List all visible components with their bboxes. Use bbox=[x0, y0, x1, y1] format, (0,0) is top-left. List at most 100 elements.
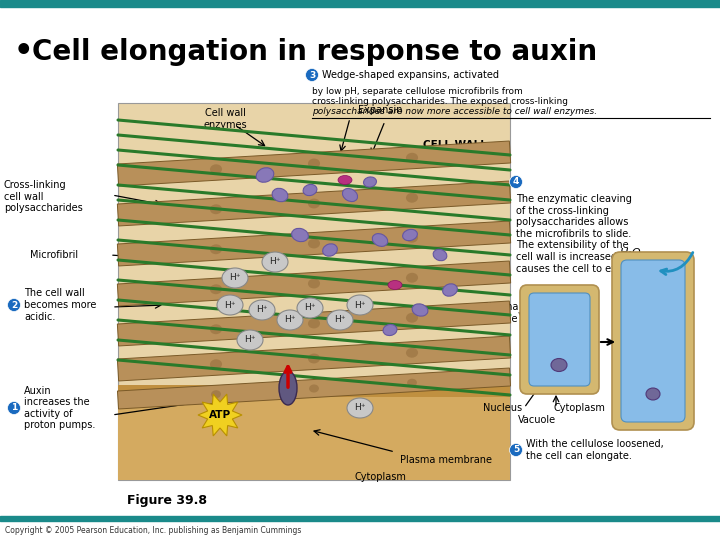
Ellipse shape bbox=[303, 184, 317, 195]
Text: H⁺: H⁺ bbox=[256, 306, 268, 314]
Text: Cell wall
enzymes: Cell wall enzymes bbox=[203, 108, 247, 130]
Text: 3: 3 bbox=[309, 71, 315, 79]
Ellipse shape bbox=[309, 384, 319, 393]
FancyBboxPatch shape bbox=[621, 260, 685, 422]
Ellipse shape bbox=[217, 295, 243, 315]
Ellipse shape bbox=[308, 354, 320, 363]
Ellipse shape bbox=[327, 310, 353, 330]
Ellipse shape bbox=[210, 164, 222, 174]
Ellipse shape bbox=[308, 319, 320, 328]
Ellipse shape bbox=[210, 244, 222, 254]
Polygon shape bbox=[198, 394, 242, 436]
Text: cross-linking polysaccharides. The exposed cross-linking: cross-linking polysaccharides. The expos… bbox=[312, 97, 568, 106]
Ellipse shape bbox=[262, 252, 288, 272]
Text: Cytoplasm: Cytoplasm bbox=[554, 403, 606, 413]
Ellipse shape bbox=[292, 228, 308, 242]
Polygon shape bbox=[117, 301, 510, 346]
Ellipse shape bbox=[323, 244, 338, 256]
Text: •: • bbox=[14, 37, 34, 66]
Ellipse shape bbox=[211, 390, 221, 399]
Ellipse shape bbox=[237, 330, 263, 350]
Ellipse shape bbox=[412, 304, 428, 316]
Ellipse shape bbox=[402, 230, 418, 241]
Text: 5: 5 bbox=[513, 446, 519, 455]
Ellipse shape bbox=[406, 273, 418, 283]
Text: H⁺: H⁺ bbox=[354, 300, 366, 309]
Text: H⁺: H⁺ bbox=[305, 303, 316, 313]
Bar bbox=[118, 103, 510, 480]
Text: Expansin: Expansin bbox=[358, 105, 402, 115]
Ellipse shape bbox=[433, 249, 447, 261]
Text: Cytoplasm: Cytoplasm bbox=[354, 472, 406, 482]
Ellipse shape bbox=[347, 398, 373, 418]
Ellipse shape bbox=[388, 280, 402, 289]
Text: Microfibril: Microfibril bbox=[30, 250, 78, 260]
Ellipse shape bbox=[646, 388, 660, 400]
Text: Plasma
membrane: Plasma membrane bbox=[464, 302, 518, 323]
Text: Vacuole: Vacuole bbox=[518, 415, 556, 425]
Text: H₂O: H₂O bbox=[620, 248, 642, 258]
Ellipse shape bbox=[222, 268, 248, 288]
Circle shape bbox=[510, 176, 523, 188]
Text: The cell wall
becomes more
acidic.: The cell wall becomes more acidic. bbox=[24, 288, 96, 322]
Ellipse shape bbox=[372, 234, 387, 246]
Circle shape bbox=[305, 69, 318, 82]
FancyBboxPatch shape bbox=[612, 252, 694, 430]
Ellipse shape bbox=[383, 325, 397, 335]
Ellipse shape bbox=[279, 371, 297, 405]
Bar bbox=[0, 516, 720, 521]
Ellipse shape bbox=[210, 325, 222, 334]
Ellipse shape bbox=[364, 177, 377, 187]
Ellipse shape bbox=[308, 279, 320, 288]
Bar bbox=[0, 0, 720, 7]
Ellipse shape bbox=[407, 379, 417, 387]
Text: ATP: ATP bbox=[209, 410, 231, 420]
Ellipse shape bbox=[210, 359, 222, 369]
Ellipse shape bbox=[406, 233, 418, 242]
Ellipse shape bbox=[256, 168, 274, 183]
Text: Cell
wall: Cell wall bbox=[540, 288, 559, 309]
Polygon shape bbox=[117, 336, 510, 381]
Text: 2: 2 bbox=[11, 300, 17, 309]
Bar bbox=[118, 385, 510, 480]
Ellipse shape bbox=[338, 176, 352, 185]
Polygon shape bbox=[117, 368, 510, 409]
Text: polysaccharides are now more accessible to cell wall enzymes.: polysaccharides are now more accessible … bbox=[312, 107, 597, 116]
Ellipse shape bbox=[249, 300, 275, 320]
Text: The enzymatic cleaving
of the cross-linking
polysaccharides allows
the microfibr: The enzymatic cleaving of the cross-link… bbox=[516, 194, 654, 274]
Text: Auxin
increases the
activity of
proton pumps.: Auxin increases the activity of proton p… bbox=[24, 386, 95, 430]
Polygon shape bbox=[117, 221, 510, 266]
FancyBboxPatch shape bbox=[520, 285, 599, 394]
Text: Figure 39.8: Figure 39.8 bbox=[127, 494, 207, 507]
Ellipse shape bbox=[297, 298, 323, 318]
Polygon shape bbox=[117, 261, 510, 306]
Circle shape bbox=[7, 402, 20, 415]
Text: Plasma membrane: Plasma membrane bbox=[400, 455, 492, 465]
Text: 4: 4 bbox=[513, 178, 519, 186]
Ellipse shape bbox=[406, 348, 418, 357]
Ellipse shape bbox=[308, 199, 320, 208]
Text: Nucleus: Nucleus bbox=[483, 403, 522, 413]
Text: H⁺: H⁺ bbox=[224, 300, 235, 309]
Ellipse shape bbox=[272, 188, 288, 202]
Circle shape bbox=[510, 443, 523, 456]
Ellipse shape bbox=[308, 239, 320, 248]
Text: With the cellulose loosened,
the cell can elongate.: With the cellulose loosened, the cell ca… bbox=[526, 439, 664, 461]
Ellipse shape bbox=[343, 188, 358, 201]
Ellipse shape bbox=[406, 153, 418, 163]
Ellipse shape bbox=[277, 310, 303, 330]
Text: Wedge-shaped expansins, activated: Wedge-shaped expansins, activated bbox=[322, 70, 499, 80]
Ellipse shape bbox=[210, 284, 222, 294]
Ellipse shape bbox=[443, 284, 457, 296]
Text: H⁺: H⁺ bbox=[244, 335, 256, 345]
Text: H⁺: H⁺ bbox=[334, 315, 346, 325]
Polygon shape bbox=[117, 141, 510, 186]
Ellipse shape bbox=[406, 313, 418, 323]
Text: 1: 1 bbox=[11, 403, 17, 413]
Text: Cell elongation in response to auxin: Cell elongation in response to auxin bbox=[32, 38, 597, 66]
Text: H⁺: H⁺ bbox=[284, 315, 296, 325]
Ellipse shape bbox=[308, 159, 320, 168]
Text: Copyright © 2005 Pearson Education, Inc. publishing as Benjamin Cummings: Copyright © 2005 Pearson Education, Inc.… bbox=[5, 526, 302, 535]
Text: H⁺: H⁺ bbox=[229, 273, 240, 282]
Text: H⁺: H⁺ bbox=[354, 403, 366, 413]
